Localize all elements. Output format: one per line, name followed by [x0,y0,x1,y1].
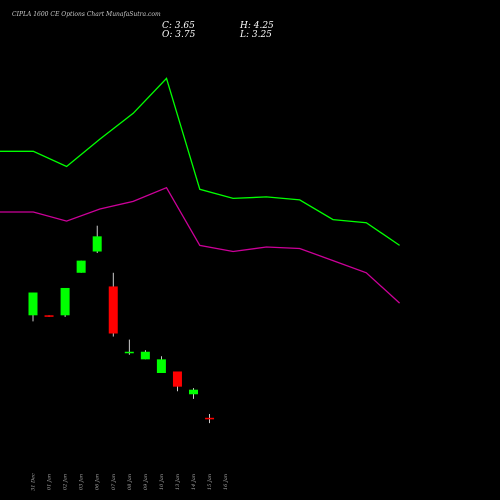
candle [60,287,70,317]
x-tick-label: 31 Dec [31,473,37,491]
x-tick-label: 02 Jan [63,474,69,490]
x-tick-label: 08 Jan [127,474,133,490]
candle-body [60,287,70,316]
candle-body [156,359,166,373]
candle [44,315,54,317]
candle [92,225,102,254]
x-tick-label: 15 Jan [207,474,213,490]
x-tick-label: 03 Jan [79,474,85,490]
candle-body [92,236,102,252]
x-tick-label: 10 Jan [159,474,165,490]
candle [156,356,166,373]
x-tick-label: 13 Jan [175,474,181,490]
candle-body [189,389,198,395]
candle [28,292,38,322]
close-value: C: 3.65 [162,21,195,31]
candle-body [76,260,86,273]
candle [189,388,198,399]
candle [108,272,118,337]
candle-body [124,351,134,354]
open-value: O: 3.75 [162,30,196,40]
x-axis-labels: 31 Dec 01 Jan 02 Jan 03 Jan 06 Jan 07 Jan 08 J… [31,473,230,491]
candle-body [28,292,38,316]
x-tick-label: 14 Jan [191,474,197,490]
candle [124,339,134,355]
candle [76,260,86,273]
lower-band-line [0,186,401,304]
high-value: H: 4.25 [239,21,274,31]
candle [205,414,215,424]
candle [172,371,182,392]
x-tick-label: 07 Jan [111,474,117,490]
chart-title: CIPLA 1600 CE Options Chart MunafaSutra.… [12,11,161,18]
upper-band-line [0,77,400,246]
candle-body [205,417,215,420]
candle-body [108,286,118,334]
candle [140,350,150,360]
candles-group [28,225,215,424]
x-tick-label: 01 Jan [47,474,53,490]
candle-body [44,315,54,317]
candle-body [172,371,182,387]
x-tick-label: 16 Jan [223,474,229,490]
x-tick-label: 06 Jan [95,474,101,490]
x-tick-label: 09 Jan [143,474,149,490]
candle-body [140,351,150,360]
low-value: L: 3.25 [239,30,272,40]
